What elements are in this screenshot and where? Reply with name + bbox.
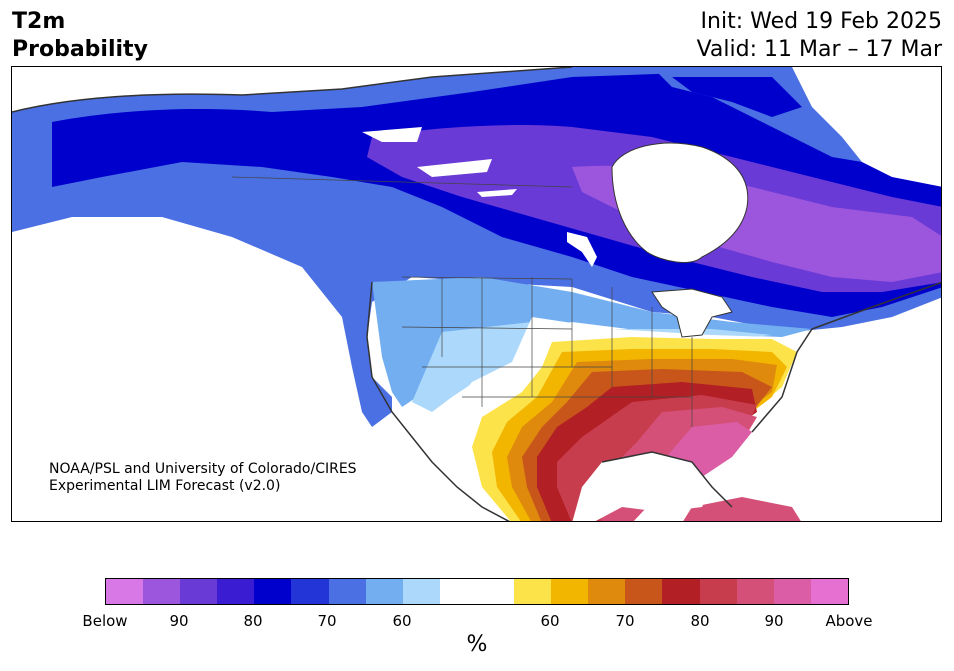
probability-colorbar — [105, 578, 849, 605]
credits: NOAA/PSL and University of Colorado/CIRE… — [49, 461, 357, 495]
colorbar-units: % — [466, 632, 488, 657]
colorbar-segment — [439, 579, 477, 604]
map-title: T2m Probability — [12, 8, 148, 64]
hudson-bay — [611, 142, 749, 263]
colorbar-tick-label: 80 — [690, 612, 710, 630]
credits-line1: NOAA/PSL and University of Colorado/CIRE… — [49, 461, 357, 477]
colorbar-segment — [588, 579, 626, 604]
colorbar-segment — [328, 579, 366, 604]
colorbar-segment — [736, 579, 774, 604]
valid-range: Valid: 11 Mar – 17 Mar — [696, 37, 942, 62]
title-variable: T2m — [12, 9, 66, 34]
colorbar-tick-label: 80 — [243, 612, 263, 630]
colorbar-segment — [254, 579, 292, 604]
lake-athabasca — [477, 189, 517, 197]
great-slave-lake — [417, 159, 492, 177]
great-bear-lake — [362, 127, 422, 142]
colorbar-tick-label: 70 — [317, 612, 337, 630]
colorbar-segment — [699, 579, 737, 604]
colorbar-segment — [551, 579, 589, 604]
great-lakes — [651, 288, 733, 338]
colorbar-segment — [217, 579, 255, 604]
probability-map — [12, 67, 941, 521]
title-product: Probability — [12, 37, 148, 62]
colorbar-segment — [180, 579, 218, 604]
arctic-islands-dark — [672, 77, 802, 117]
state-borders — [231, 176, 693, 427]
colorbar-segment — [514, 579, 552, 604]
colorbar-segment — [291, 579, 329, 604]
colorbar-segment — [365, 579, 403, 604]
colorbar-segment — [476, 579, 515, 604]
greenland-area — [792, 67, 941, 187]
colorbar-segment — [402, 579, 440, 604]
colorbar-tick-label: 90 — [764, 612, 784, 630]
gulf-of-mexico — [572, 452, 712, 521]
colorbar-segment — [143, 579, 181, 604]
colorbar-tick-label: 70 — [615, 612, 635, 630]
credits-line2: Experimental LIM Forecast (v2.0) — [49, 478, 281, 494]
colorbar-tick-label: 90 — [169, 612, 189, 630]
forecast-dates: Init: Wed 19 Feb 2025 Valid: 11 Mar – 17… — [697, 8, 942, 64]
colorbar-segment — [625, 579, 663, 604]
colorbar-tick-label: Above — [825, 612, 873, 630]
caribbean-warm-region — [683, 497, 801, 521]
lake-winnipeg — [567, 232, 597, 267]
colorbar-tick-label: Below — [82, 612, 128, 630]
north-america-outline — [12, 67, 941, 521]
colorbar-segment — [106, 579, 144, 604]
map-panel — [11, 66, 942, 522]
below-light-region — [412, 322, 772, 412]
colorbar-segment — [662, 579, 700, 604]
colorbar-tick-label: 60 — [540, 612, 560, 630]
init-date: Init: Wed 19 Feb 2025 — [700, 9, 942, 34]
colorbar-segment — [810, 579, 848, 604]
colorbar-tick-label: 60 — [392, 612, 412, 630]
colorbar-segment — [773, 579, 811, 604]
